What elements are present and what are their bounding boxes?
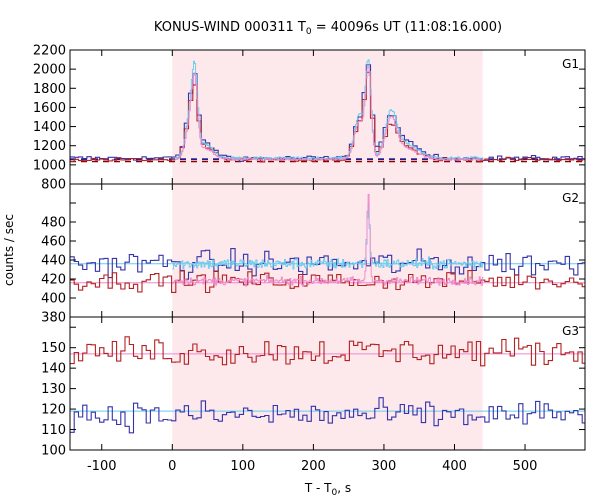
y-axis-label: counts / sec xyxy=(2,214,16,286)
y-tick-label: 400 xyxy=(41,292,66,307)
x-tick-label: 200 xyxy=(301,459,326,474)
panel-label-g3: G3 xyxy=(562,324,579,338)
panel-series-group xyxy=(70,194,585,294)
x-tick-label: 400 xyxy=(442,459,467,474)
x-tick-label: 0 xyxy=(168,459,176,474)
y-tick-label: 100 xyxy=(41,444,66,459)
y-tick-label: 1600 xyxy=(33,101,66,116)
panel-g2: 380 400 420 440 460 480 G2 xyxy=(41,183,586,326)
y-tick-label: 140 xyxy=(41,362,66,377)
highlight-interval-band xyxy=(172,50,483,184)
panel-g1: 800 1000 1200 1400 1600 1800 2000 2200 G1 xyxy=(33,44,586,193)
plot-layer: 8001000120014001600180020002200G13804004… xyxy=(33,44,586,474)
x-axis-label-prefix: T - T xyxy=(304,481,332,495)
panel-series-group xyxy=(70,59,585,163)
panel-label-g1: G1 xyxy=(562,57,579,71)
series-3-fine xyxy=(172,202,484,270)
series-2-binned xyxy=(70,270,585,294)
series-3-fine xyxy=(172,59,484,161)
series-2-binned xyxy=(70,397,585,434)
x-tick-label: 300 xyxy=(372,459,397,474)
y-tick-label: 480 xyxy=(41,216,66,231)
y-tick-label: 150 xyxy=(41,341,66,356)
y-tick-label: 420 xyxy=(41,273,66,288)
chart-title-suffix: = 40096s UT (11:08:16.000) xyxy=(312,20,502,35)
y-tick-label: 1200 xyxy=(33,139,66,154)
x-tick-label: -100 xyxy=(87,459,117,474)
y-tick-label: 110 xyxy=(41,423,66,438)
chart-title: KONUS-WIND 000311 T0 = 40096s UT (11:08:… xyxy=(154,20,502,37)
y-tick-label: 380 xyxy=(41,311,66,326)
x-axis-label-subscript: 0 xyxy=(332,488,338,498)
y-tick-label: 460 xyxy=(41,235,66,250)
chart-title-prefix: KONUS-WIND 000311 T xyxy=(154,20,306,35)
series-1-binned xyxy=(70,336,585,367)
panel-frame xyxy=(69,316,586,451)
y-tick-label: 1800 xyxy=(33,82,66,97)
y-tick-label: 440 xyxy=(41,254,66,269)
x-axis-label-suffix: , s xyxy=(337,481,351,495)
highlight-interval-band xyxy=(172,184,483,317)
panel-g3: 100 110 120 130 140 150 G3 xyxy=(41,316,586,459)
y-tick-label: 2000 xyxy=(33,63,66,78)
y-tick-label: 1000 xyxy=(33,158,66,173)
x-tick-label: 500 xyxy=(513,459,538,474)
series-4-fine xyxy=(172,194,484,287)
y-tick-label: 120 xyxy=(41,403,66,418)
y-tick-label: 2200 xyxy=(33,44,66,59)
highlight-interval-band xyxy=(172,317,483,450)
series-4-fine xyxy=(172,66,484,161)
x-tick-label: 100 xyxy=(230,459,255,474)
y-tick-label: 1400 xyxy=(33,120,66,135)
panel-label-g2: G2 xyxy=(562,191,579,205)
panel-series-group xyxy=(70,336,585,434)
y-tick-label: 800 xyxy=(41,178,66,193)
chart-title-subscript: 0 xyxy=(306,27,312,37)
x-axis-label: T - T0, s xyxy=(304,481,351,498)
y-tick-label: 130 xyxy=(41,382,66,397)
